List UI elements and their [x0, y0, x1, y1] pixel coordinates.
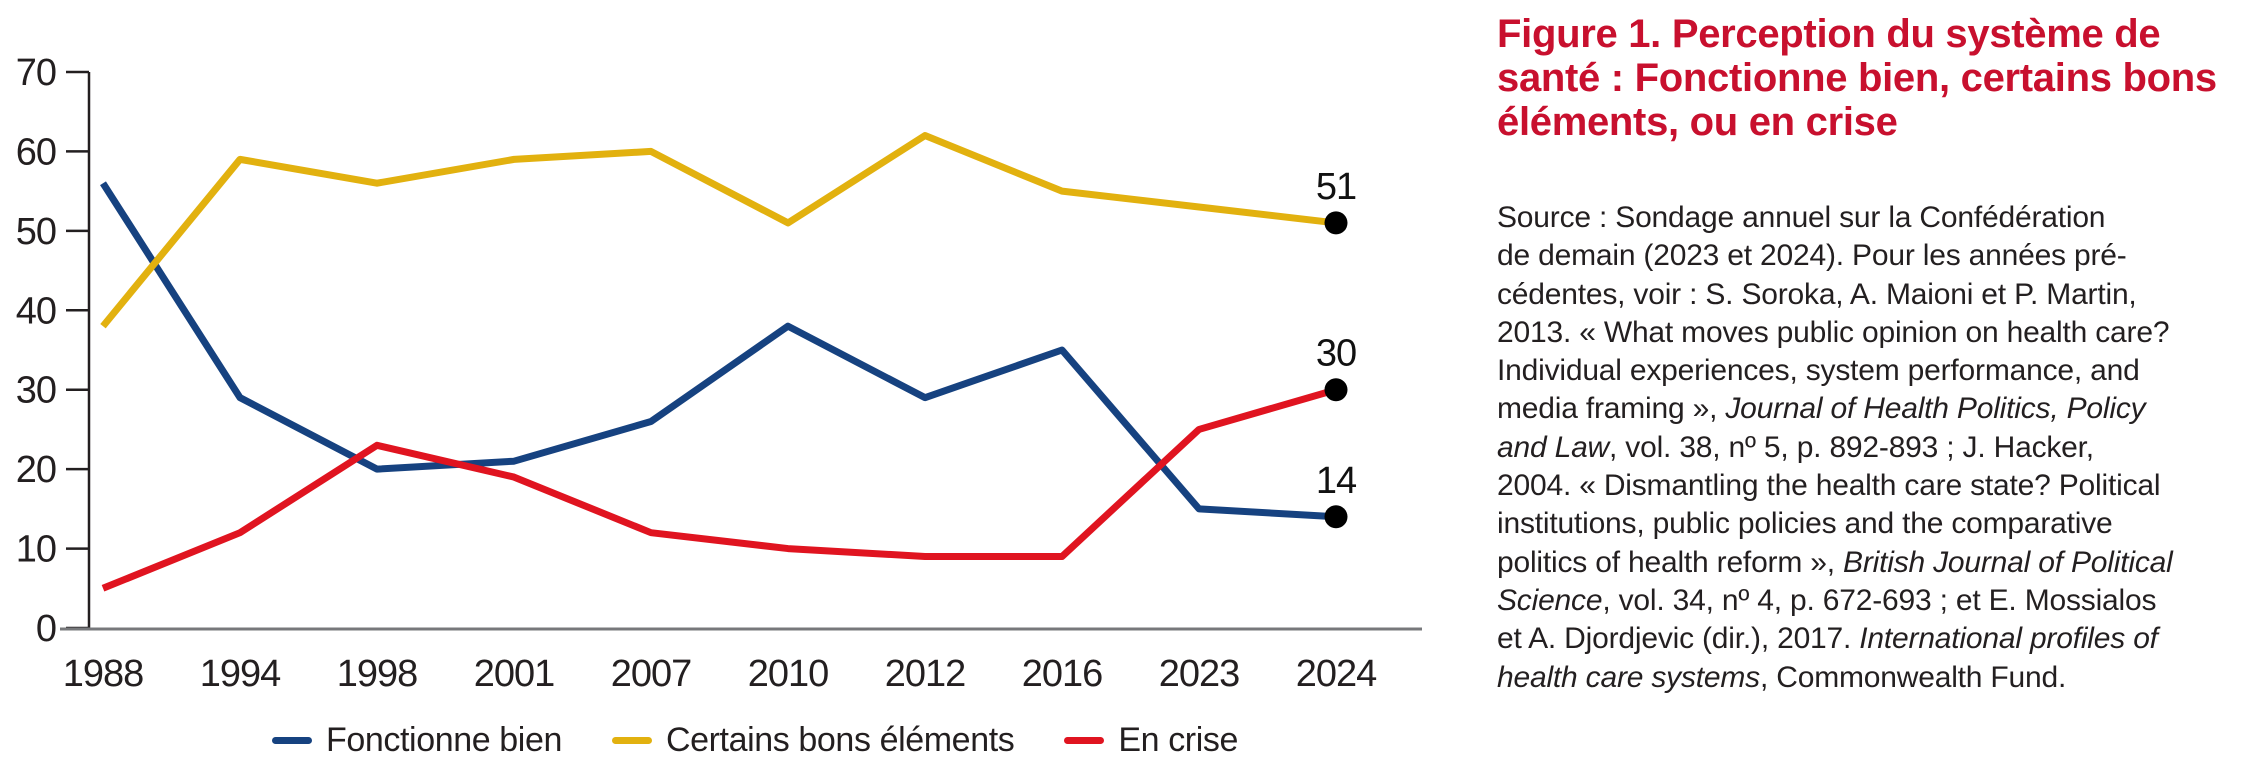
legend-label: Fonctionne bien [326, 720, 562, 759]
chart-legend: Fonctionne bien Certains bons éléments En … [88, 714, 1422, 766]
legend-item: Fonctionne bien [272, 721, 562, 760]
text-line: and Law, vol. 38, nº 5, p. 892-893 ; J. … [1497, 430, 2094, 464]
series-line [100, 132, 1337, 329]
end-point-marker [1324, 505, 1348, 529]
text-line: Science, vol. 34, nº 4, p. 672-693 ; et … [1497, 583, 2157, 617]
text-line: institutions, public policies and the co… [1497, 507, 2113, 541]
series-certains-bons-l-ments: 51 [100, 132, 1357, 329]
y-tick-label: 70 [16, 52, 56, 94]
text-line: Figure 1. Perception du système de [1497, 12, 2161, 56]
figure-source: Source : Sondage annuel sur la Confédéra… [1497, 199, 2252, 697]
end-point-marker [1324, 378, 1348, 402]
legend-label: Certains bons éléments [665, 720, 1015, 759]
end-value-label: 14 [1316, 460, 1357, 502]
text-line: et A. Djordjevic (dir.), 2017. Internati… [1497, 622, 2158, 656]
legend-label: En crise [1118, 720, 1238, 759]
text-line: éléments, ou en crise [1497, 100, 1898, 144]
legend-swatch [272, 736, 313, 744]
y-tick-label: 60 [16, 131, 56, 173]
y-tick-label: 30 [16, 370, 56, 412]
x-tick-label: 1988 [63, 653, 144, 695]
x-tick-label: 2024 [1296, 653, 1377, 695]
x-tick-label: 2023 [1159, 653, 1240, 695]
y-tick-label: 0 [36, 608, 56, 650]
text-line: 2013. « What moves public opinion on hea… [1497, 315, 2170, 349]
y-axis: 0 10 20 30 40 50 60 70 [16, 52, 91, 650]
text-line: media framing », Journal of Health Polit… [1497, 392, 2146, 426]
text-line: 2004. « Dismantling the health care stat… [1497, 469, 2161, 503]
series-fonctionne-bien: 14 [100, 181, 1358, 529]
x-tick-label: 2010 [748, 653, 829, 695]
text-line: santé : Fonctionne bien, certains bons [1497, 56, 2217, 100]
legend-swatch [611, 736, 652, 744]
text-line: de demain (2023 et 2024). Pour les année… [1497, 239, 2127, 273]
caption-panel: Figure 1. Perception du système de santé … [1497, 12, 2252, 144]
legend-swatch [1064, 736, 1105, 744]
legend-item: En crise [1064, 721, 1238, 760]
x-tick-label: 1994 [200, 653, 281, 695]
perception-line-chart: 0 10 20 30 40 50 60 70 1988 1994 1998 2001 2007 2010 2… [16, 52, 1422, 695]
text-line: politics of health reform », British Jou… [1497, 545, 2173, 579]
x-tick-label: 1998 [337, 653, 418, 695]
x-tick-label: 2001 [474, 653, 555, 695]
text-line: cédentes, voir : S. Soroka, A. Maioni et… [1497, 277, 2137, 311]
y-tick-label: 20 [16, 449, 56, 491]
x-axis: 1988 1994 1998 2001 2007 2010 2012 2016 2023 2024 [60, 627, 1422, 695]
x-tick-label: 2016 [1022, 653, 1103, 695]
series-line [100, 181, 1337, 521]
text-line: Source : Sondage annuel sur la Confédéra… [1497, 201, 2106, 234]
series-en-crise: 30 [101, 333, 1357, 592]
text-line: health care systems, Commonwealth Fund. [1497, 660, 2067, 694]
end-value-label: 51 [1316, 166, 1356, 208]
y-tick-label: 40 [16, 290, 56, 332]
legend-item: Certains bons éléments [611, 720, 1015, 760]
x-tick-label: 2012 [885, 653, 966, 695]
y-tick-label: 50 [16, 211, 56, 253]
y-tick-label: 10 [16, 529, 56, 571]
end-value-label: 30 [1316, 333, 1356, 375]
text-line: Individual experiences, system performan… [1497, 354, 2140, 388]
figure-title: Figure 1. Perception du système de santé … [1497, 12, 2252, 144]
x-tick-label: 2007 [611, 653, 692, 695]
series-line [101, 386, 1337, 592]
end-point-marker [1324, 211, 1348, 235]
